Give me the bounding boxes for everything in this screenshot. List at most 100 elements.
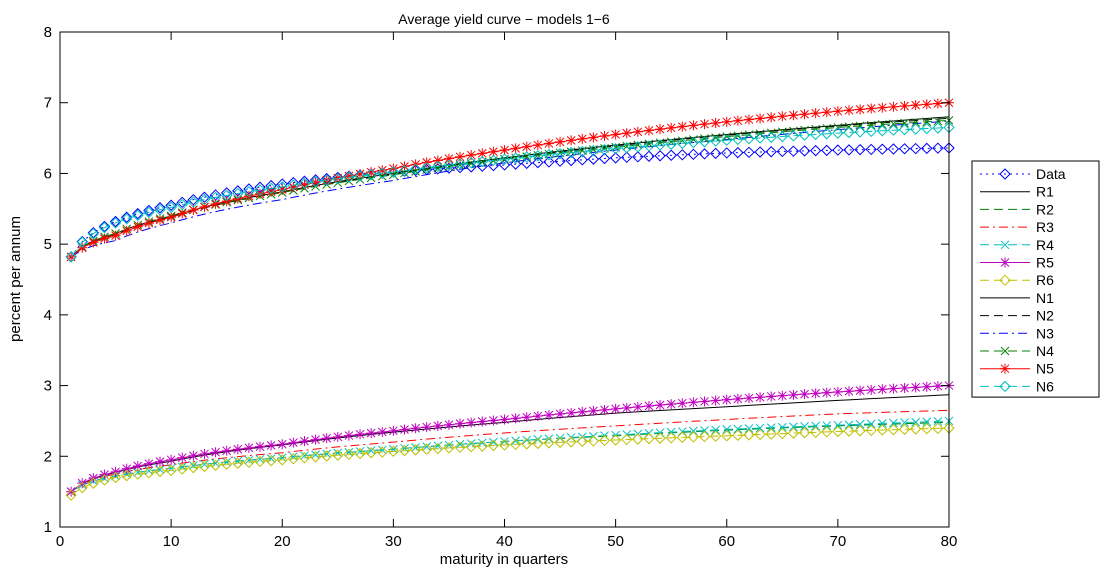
- data-point-r5: [677, 398, 688, 409]
- data-point-r5: [743, 393, 754, 404]
- legend-label: N4: [1036, 343, 1054, 359]
- legend-label: N3: [1036, 325, 1054, 341]
- data-point-n5: [599, 130, 610, 141]
- data-point-r6: [187, 461, 200, 474]
- data-point-data: [165, 199, 177, 211]
- legend-marker: [999, 274, 1011, 286]
- data-point-r5: [232, 444, 243, 455]
- data-point-n5: [766, 112, 777, 123]
- series-n6: [65, 121, 955, 263]
- data-point-r5: [643, 400, 654, 411]
- data-point-n6: [254, 184, 266, 196]
- data-point-r5: [610, 403, 621, 414]
- y-tick-label: 5: [44, 236, 52, 253]
- data-point-r5: [866, 384, 877, 395]
- data-point-n5: [488, 146, 499, 157]
- data-point-n6: [320, 174, 333, 186]
- data-point-n5: [821, 107, 832, 118]
- data-point-r6: [421, 443, 433, 455]
- data-point-r6: [387, 445, 400, 458]
- legend-label: R1: [1036, 184, 1054, 200]
- data-point-n6: [632, 141, 644, 153]
- data-point-r6: [154, 465, 166, 478]
- legend-label: R5: [1036, 255, 1054, 271]
- data-point-data: [832, 144, 844, 156]
- data-point-r4: [133, 467, 143, 477]
- data-point-n5: [699, 119, 710, 130]
- data-point-data: [821, 144, 833, 157]
- data-point-r6: [654, 432, 666, 444]
- data-point-r5: [121, 463, 132, 474]
- data-point-r6: [454, 441, 466, 454]
- data-point-n6: [743, 132, 755, 145]
- data-point-data: [609, 152, 622, 164]
- data-point-n6: [87, 227, 100, 240]
- data-point-n6: [832, 127, 844, 139]
- data-point-data: [554, 155, 566, 167]
- data-point-n6: [432, 160, 444, 173]
- data-point-n6: [709, 135, 722, 147]
- data-point-r6: [176, 463, 188, 475]
- data-point-n5: [832, 106, 843, 117]
- data-point-r5: [166, 454, 177, 465]
- data-point-data: [809, 144, 822, 157]
- data-point-n5: [743, 114, 754, 125]
- data-point-data: [120, 211, 133, 223]
- data-point-r6: [343, 448, 355, 461]
- data-point-r6: [332, 449, 344, 461]
- data-point-n4: [611, 142, 620, 152]
- data-point-r5: [710, 395, 721, 406]
- data-point-r5: [366, 428, 377, 439]
- data-point-n5: [810, 108, 821, 119]
- data-point-n6: [176, 198, 188, 211]
- data-point-r6: [643, 432, 655, 445]
- data-point-r5: [766, 391, 777, 402]
- data-point-r5: [732, 393, 743, 404]
- data-point-r4: [244, 455, 254, 465]
- legend-entry-n3: N3: [980, 325, 1054, 341]
- data-point-n5: [655, 124, 666, 135]
- data-point-n6: [509, 152, 522, 164]
- data-point-n6: [465, 157, 477, 169]
- data-point-n5: [166, 212, 177, 223]
- legend-box: [971, 160, 1100, 398]
- data-point-r5: [399, 424, 410, 435]
- data-point-n6: [309, 176, 322, 188]
- data-point-n6: [776, 130, 789, 143]
- x-tick-label: 10: [163, 533, 180, 550]
- data-point-r6: [209, 459, 222, 471]
- data-point-r5: [499, 414, 510, 425]
- data-point-data: [621, 151, 633, 164]
- x-tick-label: 40: [496, 533, 513, 550]
- data-point-r6: [265, 454, 277, 467]
- data-point-n6: [521, 151, 533, 163]
- data-point-n6: [732, 133, 744, 146]
- data-point-n6: [765, 131, 777, 143]
- data-point-n6: [76, 236, 88, 248]
- data-point-n4: [755, 129, 765, 139]
- data-point-r4: [355, 447, 365, 456]
- data-point-n6: [409, 163, 422, 175]
- legend-label: N2: [1036, 308, 1054, 324]
- data-point-n6: [265, 182, 277, 195]
- data-point-r4: [711, 425, 720, 435]
- data-point-n6: [276, 181, 288, 193]
- legend-entry-r6: R6: [980, 272, 1054, 288]
- data-point-n5: [866, 103, 877, 114]
- data-point-n6: [365, 168, 377, 181]
- x-tick-label: 60: [718, 533, 735, 550]
- data-point-n6: [809, 128, 822, 141]
- data-point-r6: [932, 422, 944, 435]
- data-point-r4: [933, 416, 943, 426]
- legend-label: Data: [1036, 166, 1066, 182]
- data-point-r6: [798, 427, 811, 439]
- data-point-r6: [87, 477, 100, 489]
- data-point-r6: [220, 458, 233, 470]
- data-point-n5: [843, 105, 854, 116]
- data-point-data: [643, 150, 655, 162]
- data-point-n5: [155, 215, 166, 226]
- data-point-r5: [410, 423, 421, 434]
- data-point-r5: [777, 390, 788, 401]
